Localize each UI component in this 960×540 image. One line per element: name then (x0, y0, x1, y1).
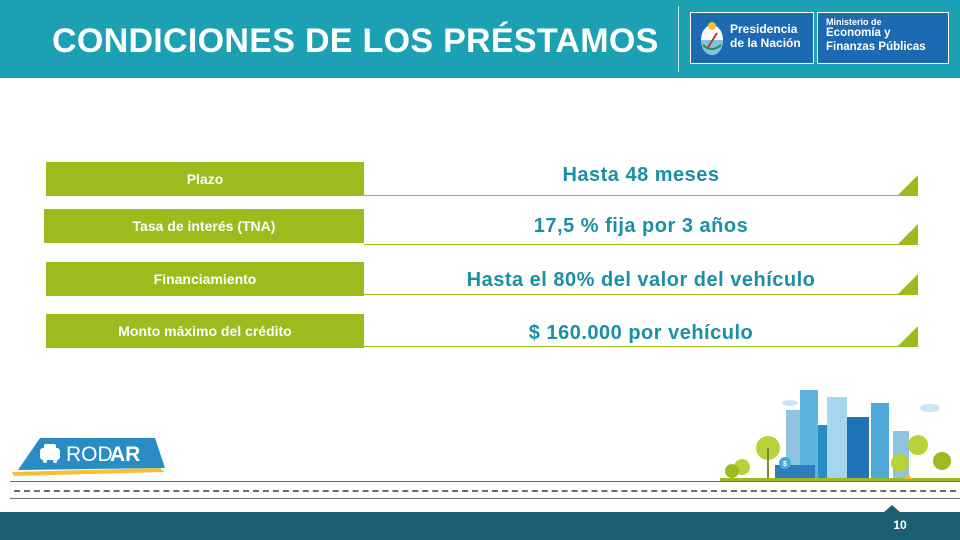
row-underline (364, 346, 918, 347)
row-corner-mark (898, 175, 918, 195)
header-divider (678, 6, 679, 72)
row-corner-mark (898, 326, 918, 346)
rodar-prefix: ROD (66, 443, 113, 466)
road-strip (10, 481, 960, 499)
row-underline (364, 244, 918, 245)
header-bar: CONDICIONES DE LOS PRÉSTAMOS Presidencia… (0, 0, 960, 78)
row-label: Financiamiento (46, 262, 364, 296)
car-icon (40, 444, 60, 463)
row-value: Hasta 48 meses (562, 164, 720, 186)
row-underline (364, 294, 918, 295)
row-label: Tasa de interés (TNA) (44, 209, 364, 243)
row-label: Plazo (46, 162, 364, 196)
row-value: $ 160.000 por vehículo (528, 322, 754, 344)
ministerio-line2: Economía y (826, 27, 891, 40)
row-label: Monto máximo del crédito (46, 314, 364, 348)
page-number-tab (883, 505, 901, 513)
presidencia-line2: de la Nación (730, 35, 801, 50)
svg-text:$: $ (783, 461, 787, 468)
presidencia-logo: Presidencia de la Nación (690, 12, 814, 64)
ministerio-text: Ministerio de Economía y Finanzas Públic… (826, 17, 926, 54)
row-value: 17,5 % fija por 3 años (533, 215, 749, 237)
road-dashed-line (14, 490, 956, 492)
ministerio-line1: Ministerio de (826, 17, 882, 27)
presidencia-line1: Presidencia (730, 22, 798, 36)
argentina-emblem-icon (701, 22, 723, 55)
row-value: Hasta el 80% del valor del vehículo (466, 269, 816, 291)
row-underline (364, 195, 918, 196)
city-illustration: $ (720, 390, 960, 481)
row-corner-mark (898, 224, 918, 244)
rodar-suffix: AR (110, 443, 140, 466)
presidencia-text: Presidencia de la Nación (730, 22, 801, 51)
rodar-logo: ROD AR (12, 438, 165, 476)
slide-title: CONDICIONES DE LOS PRÉSTAMOS (52, 22, 659, 60)
ministerio-line3: Finanzas Públicas (826, 40, 926, 53)
footer-bar (0, 512, 960, 540)
ministerio-logo: Ministerio de Economía y Finanzas Públic… (817, 12, 949, 64)
row-corner-mark (898, 274, 918, 294)
page-number: 10 (893, 518, 907, 532)
